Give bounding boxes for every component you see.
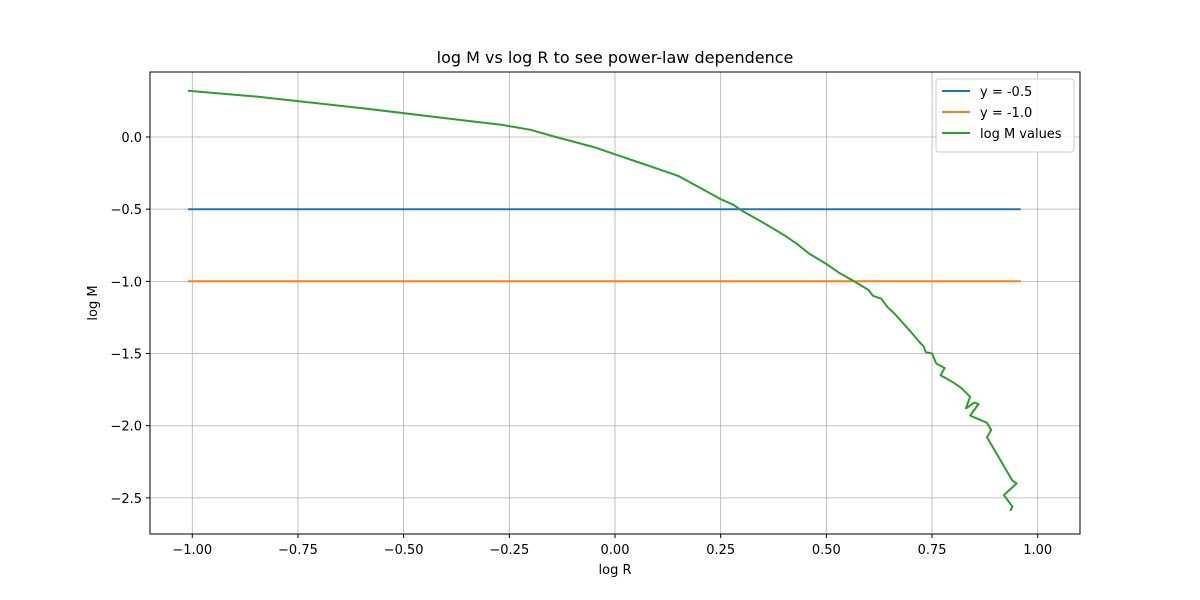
ticks: −1.00 −0.75 −0.50 −0.25 0.00 0.25 0.50 0.75 1.00… xyxy=(110,131,1052,558)
legend-label: y = -1.0 xyxy=(980,106,1032,121)
series-layer xyxy=(187,89,1021,512)
x-tick-label: −0.25 xyxy=(489,543,529,558)
x-tick-label: 0.00 xyxy=(601,543,630,558)
y-tick-label: −1.0 xyxy=(110,275,142,290)
y-tick-label: −2.5 xyxy=(110,492,142,507)
y-tick-label: −2.0 xyxy=(110,420,142,435)
x-tick-label: −1.00 xyxy=(172,543,212,558)
legend-label: log M values xyxy=(980,127,1062,142)
legend-box xyxy=(935,78,1075,153)
y-axis-label: log M xyxy=(86,285,101,320)
x-tick-label: −0.75 xyxy=(278,543,318,558)
series-line-3 xyxy=(187,89,1018,512)
x-tick-label: 0.75 xyxy=(918,543,947,558)
x-tick-label: 1.00 xyxy=(1023,543,1052,558)
y-tick-label: −1.5 xyxy=(110,348,142,363)
x-axis-label: log R xyxy=(599,563,632,578)
x-tick-label: 0.25 xyxy=(706,543,735,558)
y-tick-label: 0.0 xyxy=(121,131,142,146)
x-tick-label: −0.50 xyxy=(384,543,424,558)
x-tick-label: 0.50 xyxy=(812,543,841,558)
legend: y = -0.5 y = -1.0 log M values xyxy=(935,78,1075,153)
y-tick-label: −0.5 xyxy=(110,203,142,218)
legend-label: y = -0.5 xyxy=(980,85,1032,100)
chart-title: log M vs log R to see power-law dependen… xyxy=(437,48,794,67)
